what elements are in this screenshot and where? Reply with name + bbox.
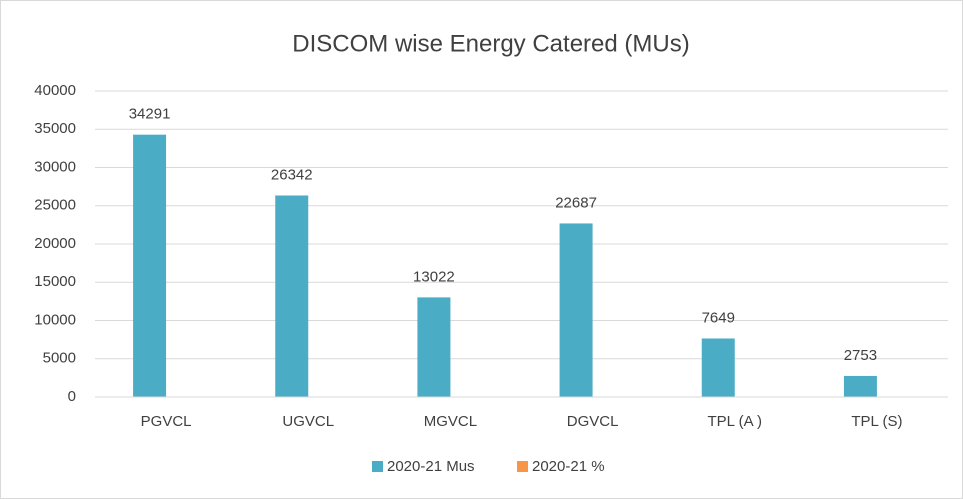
x-tick-label: UGVCL [282,413,334,430]
data-label: 26342 [271,166,313,183]
bar [843,375,877,397]
y-tick-label: 25000 [34,197,76,214]
bar [133,134,167,398]
bar [275,195,309,397]
chart-title: DISCOM wise Energy Catered (MUs) [292,30,689,57]
x-tick-label: DGVCL [567,413,619,430]
data-label: 22687 [555,194,597,211]
x-tick-label: PGVCL [141,413,192,430]
y-tick-label: 15000 [34,273,76,290]
x-tick-label: TPL (A ) [708,413,762,430]
data-label: 7649 [702,309,735,326]
bar [701,338,735,397]
legend-swatch [517,461,528,472]
bar [417,297,451,397]
y-tick-label: 20000 [34,235,76,252]
legend-swatch [372,461,383,472]
y-tick-label: 0 [68,388,76,405]
y-tick-label: 10000 [34,311,76,328]
data-label: 2753 [844,347,877,364]
y-tick-label: 40000 [34,82,76,99]
x-tick-label: TPL (S) [851,413,902,430]
bar [559,223,593,397]
data-label: 13022 [413,268,455,285]
data-label: 34291 [129,106,171,123]
legend-label: 2020-21 Mus [387,458,475,475]
y-tick-label: 35000 [34,120,76,137]
legend-label: 2020-21 % [532,458,605,475]
x-tick-label: MGVCL [424,413,477,430]
y-tick-label: 30000 [34,158,76,175]
y-tick-label: 5000 [43,350,76,367]
